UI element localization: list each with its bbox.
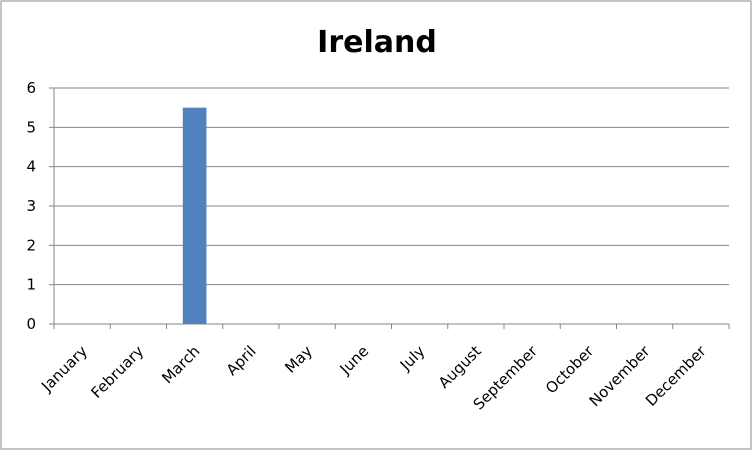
chart-title: Ireland [317, 25, 437, 60]
y-tick-label: 1 [26, 276, 36, 294]
y-tick-label: 6 [26, 79, 36, 97]
y-tick-label: 0 [26, 315, 36, 333]
y-tick-label: 5 [26, 118, 36, 136]
y-tick-label: 3 [26, 197, 36, 215]
bar [182, 107, 207, 325]
y-tick-label: 2 [26, 236, 36, 254]
y-tick-label: 4 [26, 158, 36, 176]
